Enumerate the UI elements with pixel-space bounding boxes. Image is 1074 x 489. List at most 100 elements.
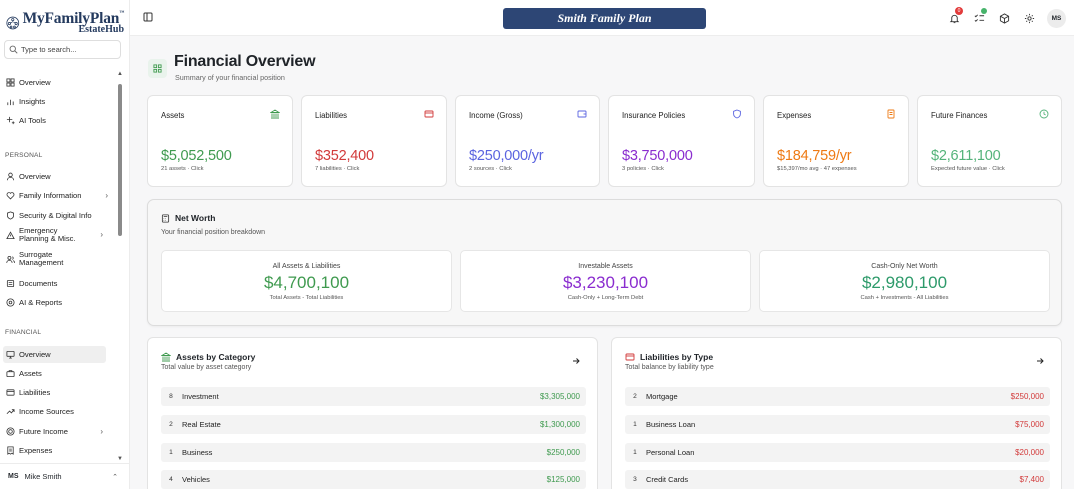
scrollbar-thumb[interactable] [118, 84, 122, 236]
heart-icon [6, 191, 15, 200]
stat-label: Assets [161, 111, 185, 120]
row-count: 1 [169, 449, 173, 456]
package-icon [999, 12, 1009, 24]
monitor-icon [6, 350, 15, 359]
stat-value: $250,000/yr [469, 148, 544, 164]
calculator-icon [161, 213, 170, 223]
stat-label: Insurance Policies [622, 111, 686, 120]
shield-icon [733, 109, 741, 119]
sidebar-item-overview[interactable]: Overview [3, 74, 106, 91]
row-name: Business Loan [646, 420, 696, 429]
sidebar-item-documents[interactable]: Documents [3, 275, 106, 292]
stat-note: 2 sources · Click [469, 166, 512, 172]
document-icon [6, 279, 15, 288]
sidebar-item-liabilities[interactable]: Liabilities [3, 384, 106, 401]
chevron-up-down-icon: ⌃ [112, 473, 118, 481]
liabilities-card[interactable]: Liabilities $352,400 7 liabilities · Cli… [301, 95, 447, 187]
sidebar-item-family-information[interactable]: Family Information › [3, 187, 108, 204]
insurance-card[interactable]: Insurance Policies $3,750,000 3 policies… [608, 95, 755, 187]
notifications-button[interactable]: 0 [945, 7, 963, 27]
sidebar-item-label: Security & Digital Info [19, 211, 92, 220]
sidebar-item-future-income[interactable]: Future Income › [3, 423, 106, 440]
table-row[interactable]: 3 Credit Cards $7,400 [625, 470, 1050, 489]
brand-logo[interactable]: MyFamilyPlan™ EstateHub [6, 9, 124, 37]
row-count: 3 [633, 476, 637, 483]
family-tree-logo-icon [6, 16, 20, 30]
row-count: 1 [633, 421, 637, 428]
row-count: 8 [169, 393, 173, 400]
sidebar-item-financial-overview[interactable]: Overview [3, 346, 106, 363]
receipt-icon [6, 446, 15, 455]
family-plan-selector[interactable]: Smith Family Plan [503, 8, 706, 29]
sidebar-item-ai-reports[interactable]: AI & Reports [3, 294, 106, 311]
scroll-up-icon[interactable]: ▲ [117, 71, 123, 77]
page-subtitle: Summary of your financial position [175, 73, 285, 82]
table-row[interactable]: 2 Real Estate $1,300,000 [161, 415, 586, 434]
row-name: Mortgage [646, 392, 678, 401]
stat-value: $2,611,100 [931, 148, 1001, 164]
sidebar-item-label: Overview [19, 78, 51, 87]
income-card[interactable]: Income (Gross) $250,000/yr 2 sources · C… [455, 95, 600, 187]
search-input[interactable]: Type to search... [4, 40, 121, 59]
user-menu[interactable]: MS Mike Smith ⌃ [0, 463, 130, 489]
sidebar-item-label: Assets [19, 369, 42, 378]
table-row[interactable]: 8 Investment $3,305,000 [161, 387, 586, 406]
table-row[interactable]: 1 Business $250,000 [161, 443, 586, 462]
sidebar-item-security[interactable]: Security & Digital Info [3, 207, 106, 224]
expenses-card[interactable]: Expenses $184,759/yr $15,397/mo avg · 47… [763, 95, 909, 187]
card-title: Assets by Category [176, 352, 256, 362]
settings-button[interactable] [1020, 9, 1038, 27]
brand-trademark: ™ [119, 10, 124, 16]
stat-note: $15,397/mo avg · 47 expenses [777, 166, 857, 172]
sidebar-item-label: AI Tools [19, 116, 46, 125]
tasks-button[interactable] [970, 8, 988, 27]
stat-value: $5,052,500 [161, 148, 232, 164]
arrow-right-icon[interactable] [1035, 356, 1045, 366]
scroll-down-icon[interactable]: ▼ [117, 456, 123, 462]
arrow-right-icon[interactable] [571, 356, 581, 366]
table-row[interactable]: 1 Personal Loan $20,000 [625, 443, 1050, 462]
package-button[interactable] [995, 9, 1013, 27]
net-worth-label: Investable Assets [578, 263, 633, 270]
bar-chart-icon [6, 97, 15, 106]
table-row[interactable]: 1 Business Loan $75,000 [625, 415, 1050, 434]
user-icon [6, 172, 15, 181]
sidebar-item-assets[interactable]: Assets [3, 365, 106, 382]
row-amount: $250,000 [546, 448, 580, 457]
sidebar-item-emergency-planning[interactable]: Emergency Planning & Misc. › [3, 225, 106, 245]
card-subtitle: Total value by asset category [161, 364, 252, 371]
user-initials: MS [8, 473, 19, 480]
sidebar-item-label: Overview [19, 350, 51, 359]
sidebar-item-label: Insights [19, 97, 46, 106]
chevron-right-icon: › [100, 229, 103, 239]
stat-label: Future Finances [931, 111, 988, 120]
top-bar: Smith Family Plan 0 MS [130, 0, 1074, 36]
row-amount: $1,300,000 [539, 420, 580, 429]
sidebar-scrollbar[interactable]: ▲ ▼ [117, 71, 123, 462]
stat-label: Expenses [777, 111, 812, 120]
sidebar-item-surrogate-management[interactable]: Surrogate Management [3, 249, 106, 269]
page-title: Financial Overview [174, 53, 316, 70]
future-finances-card[interactable]: Future Finances $2,611,100 Expected futu… [917, 95, 1062, 187]
bank-icon [270, 109, 280, 119]
credit-card-icon [625, 353, 635, 361]
net-worth-all-box: All Assets & Liabilities $4,700,100 Tota… [161, 250, 452, 312]
layout-icon [6, 78, 15, 87]
avatar[interactable]: MS [1047, 8, 1066, 28]
row-amount: $3,305,000 [539, 392, 580, 401]
sidebar-item-income-sources[interactable]: Income Sources [3, 403, 106, 420]
table-row[interactable]: 4 Vehicles $125,000 [161, 470, 586, 489]
sidebar-item-insights[interactable]: Insights [3, 93, 106, 110]
net-worth-note: Cash + Investments - All Liabilities [860, 295, 949, 301]
row-amount: $75,000 [1015, 420, 1044, 429]
sidebar-toggle-icon[interactable] [143, 12, 153, 22]
assets-card[interactable]: Assets $5,052,500 21 assets · Click [147, 95, 293, 187]
sidebar-item-ai-tools[interactable]: AI Tools [3, 112, 106, 129]
sidebar-item-expenses[interactable]: Expenses [3, 442, 106, 459]
net-worth-investable-box: Investable Assets $3,230,100 Cash-Only +… [460, 250, 751, 312]
sidebar-item-personal-overview[interactable]: Overview [3, 168, 106, 185]
liabilities-by-type-card: Liabilities by Type Total balance by lia… [611, 337, 1062, 489]
table-row[interactable]: 2 Mortgage $250,000 [625, 387, 1050, 406]
chevron-right-icon: › [100, 427, 103, 436]
sidebar-item-label: Future Income [19, 427, 68, 436]
